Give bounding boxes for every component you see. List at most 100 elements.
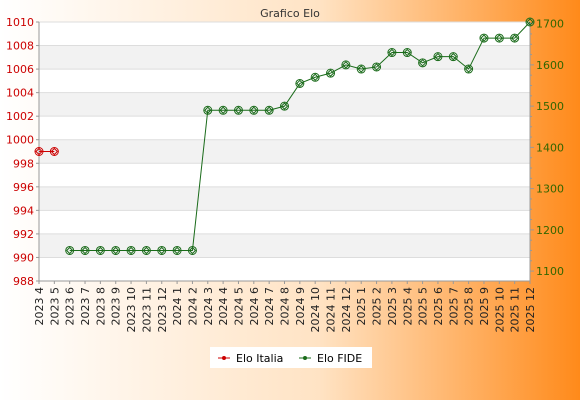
- elo-fide-marker: [96, 246, 105, 255]
- x-tick-label: 2025 6: [432, 287, 445, 326]
- elo-italia-point: [34, 147, 44, 156]
- y-left-tick-label: 988: [13, 275, 34, 288]
- y-right-tick-label: 1500: [536, 100, 564, 113]
- elo-fide-point: [341, 60, 351, 70]
- elo-fide-marker: [311, 73, 319, 81]
- elo-italia-point: [49, 147, 59, 156]
- y-right-tick-label: 1300: [536, 183, 564, 196]
- elo-fide-point: [141, 245, 151, 255]
- elo-fide-point: [264, 105, 274, 115]
- x-tick-label: 2025 4: [401, 287, 414, 326]
- elo-fide-point: [525, 17, 535, 27]
- x-tick-label: 2023 11: [140, 287, 153, 333]
- y-left-tick-label: 1002: [6, 110, 34, 123]
- y-right-tick-label: 1200: [536, 224, 564, 237]
- elo-fide-point: [65, 245, 75, 255]
- x-tick-label: 2025 11: [509, 287, 522, 333]
- y-right-tick-label: 1400: [536, 141, 564, 154]
- elo-fide-point: [233, 105, 243, 115]
- grid-band: [39, 45, 530, 70]
- legend-swatch-marker: [303, 356, 307, 360]
- elo-fide-point: [310, 72, 320, 82]
- elo-fide-marker: [464, 65, 473, 73]
- elo-fide-marker: [234, 106, 243, 114]
- elo-italia-marker: [50, 147, 59, 156]
- x-tick-label: 2025 7: [447, 287, 460, 326]
- elo-fide-marker: [219, 106, 227, 114]
- elo-fide-marker: [296, 79, 304, 88]
- y-left-tick-label: 1004: [6, 87, 34, 100]
- x-tick-label: 2025 9: [478, 287, 491, 326]
- x-tick-label: 2024 7: [263, 287, 276, 326]
- elo-fide-point: [418, 58, 428, 68]
- elo-fide-point: [479, 33, 489, 43]
- elo-fide-point: [433, 52, 443, 62]
- x-tick-label: 2025 2: [371, 287, 384, 326]
- grid-band: [39, 139, 530, 164]
- elo-fide-point: [372, 62, 382, 72]
- x-tick-label: 2025 5: [417, 287, 430, 326]
- elo-fide-marker: [250, 106, 258, 114]
- x-tick-label: 2024 1: [171, 287, 184, 326]
- elo-fide-marker: [510, 34, 519, 42]
- elo-fide-marker: [480, 34, 488, 42]
- elo-fide-point: [95, 245, 105, 255]
- elo-fide-point: [356, 64, 366, 74]
- elo-fide-marker: [204, 106, 212, 114]
- x-tick-label: 2023 7: [79, 287, 92, 326]
- elo-fide-marker: [372, 63, 381, 71]
- elo-fide-marker: [357, 65, 365, 73]
- elo-fide-point: [295, 78, 305, 88]
- elo-fide-point: [187, 245, 197, 255]
- x-tick-label: 2024 2: [186, 287, 199, 326]
- y-left-tick-label: 994: [13, 204, 34, 217]
- elo-fide-marker: [418, 59, 427, 67]
- elo-fide-marker: [188, 246, 197, 255]
- x-tick-label: 2025 10: [493, 287, 506, 333]
- y-left-tick-label: 990: [13, 251, 34, 264]
- elo-fide-marker: [127, 246, 135, 255]
- y-left-tick-label: 1008: [6, 40, 34, 53]
- x-tick-label: 2024 5: [232, 287, 245, 326]
- x-tick-label: 2025 8: [463, 287, 476, 326]
- x-tick-label: 2024 8: [279, 287, 292, 326]
- x-tick-label: 2025 3: [386, 287, 399, 326]
- x-tick-label: 2024 11: [325, 287, 338, 333]
- elo-fide-marker: [403, 48, 411, 57]
- legend-label: Elo Italia: [236, 352, 283, 365]
- y-left-tick-label: 1006: [6, 63, 34, 76]
- x-tick-label: 2024 3: [202, 287, 215, 326]
- elo-fide-point: [464, 64, 474, 74]
- elo-fide-point: [402, 48, 412, 58]
- elo-fide-marker: [65, 246, 74, 255]
- legend-swatch-marker: [222, 356, 226, 360]
- elo-fide-point: [249, 105, 259, 115]
- elo-fide-point: [172, 245, 182, 255]
- elo-fide-marker: [158, 246, 166, 255]
- elo-fide-marker: [173, 246, 181, 255]
- y-right-tick-label: 1100: [536, 265, 564, 278]
- elo-fide-point: [494, 33, 504, 43]
- x-tick-label: 2023 8: [94, 287, 107, 326]
- y-left-tick-label: 996: [13, 181, 34, 194]
- legend-box: [210, 347, 372, 368]
- elo-fide-marker: [434, 52, 442, 61]
- elo-fide-marker: [81, 246, 89, 255]
- x-tick-label: 2024 9: [294, 287, 307, 326]
- y-left-tick-label: 998: [13, 157, 34, 170]
- elo-fide-point: [280, 101, 289, 111]
- elo-fide-marker: [388, 48, 396, 57]
- elo-fide-marker: [526, 18, 534, 26]
- x-tick-label: 2024 10: [309, 287, 322, 333]
- elo-fide-point: [510, 33, 520, 43]
- elo-fide-point: [203, 105, 213, 115]
- x-tick-label: 2023 9: [110, 287, 123, 326]
- elo-fide-point: [126, 245, 136, 255]
- elo-italia-marker: [35, 147, 43, 156]
- grid-band: [39, 92, 530, 117]
- elo-fide-marker: [112, 246, 120, 255]
- elo-fide-point: [218, 105, 228, 115]
- y-right-tick-label: 1700: [536, 18, 564, 31]
